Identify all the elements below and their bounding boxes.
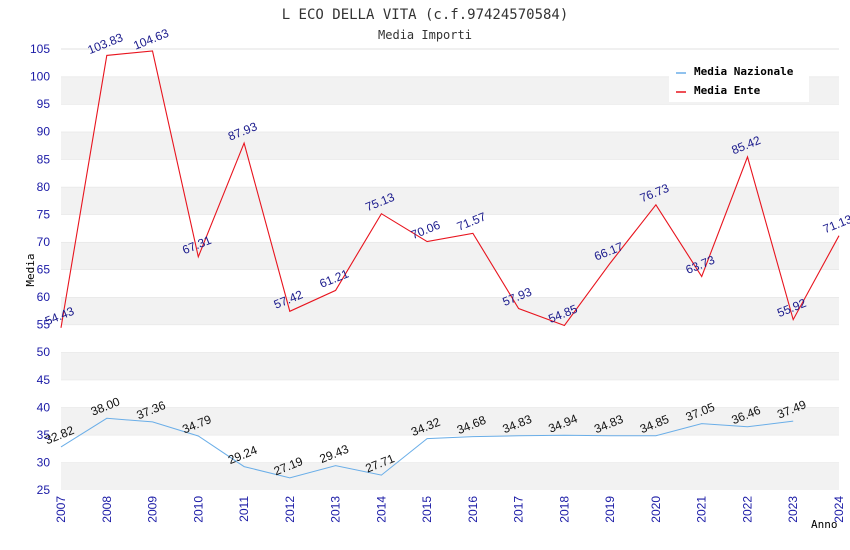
x-tick-label: 2023	[786, 496, 800, 523]
chart-title: L ECO DELLA VITA (c.f.97424570584)	[282, 7, 569, 23]
y-tick-label: 80	[37, 180, 51, 194]
x-tick-label: 2016	[466, 496, 480, 523]
y-tick-label: 75	[37, 207, 51, 221]
x-axis: 2007 2008 2009 2010 2011 2012 2013 2014 2015 2016…	[54, 496, 846, 523]
x-tick-label: 2024	[832, 496, 846, 523]
grid-band	[61, 186, 839, 215]
chart-subtitle: Media Importi	[378, 28, 472, 42]
x-tick-label: 2015	[420, 496, 434, 523]
grid-bands	[61, 48, 839, 490]
y-tick-label: 40	[37, 400, 51, 414]
grid-band	[61, 407, 839, 435]
x-tick-label: 2011	[237, 496, 251, 522]
x-tick-label: 2020	[649, 496, 663, 523]
x-axis-label: Anno	[811, 518, 838, 531]
grid-band	[61, 352, 839, 380]
y-tick-label: 105	[30, 42, 50, 56]
x-tick-label: 2008	[100, 496, 114, 523]
legend: Media Nazionale Media Ente	[669, 60, 809, 102]
x-tick-label: 2017	[512, 496, 526, 523]
grid-band	[61, 297, 839, 325]
y-tick-label: 35	[37, 428, 51, 442]
y-tick-label: 70	[37, 235, 51, 249]
y-tick-label: 60	[37, 290, 51, 304]
x-tick-label: 2021	[695, 496, 709, 523]
legend-label-media-ente: Media Ente	[694, 84, 761, 97]
y-axis: 25 30 35 40 45 50 55 60 65 70 75 80 85 90 95 100 105	[30, 42, 50, 497]
x-tick-label: 2013	[329, 496, 343, 523]
series-layer	[60, 50, 840, 479]
grid-band	[61, 462, 839, 490]
y-tick-label: 30	[37, 455, 51, 469]
y-tick-label: 65	[37, 263, 51, 277]
grid-band	[61, 269, 839, 298]
x-tick-label: 2022	[740, 496, 754, 523]
y-tick-label: 50	[37, 345, 51, 359]
x-tick-label: 2014	[374, 496, 388, 523]
grid-band	[61, 104, 839, 132]
legend-label-media-nazionale: Media Nazionale	[694, 65, 794, 78]
grid-band	[61, 241, 839, 270]
y-tick-label: 85	[37, 152, 51, 166]
series-line-media-ente	[60, 50, 840, 328]
series-line-media-nazionale	[60, 417, 794, 479]
x-tick-label: 2018	[557, 496, 571, 523]
x-tick-label: 2007	[54, 496, 68, 523]
y-tick-label: 55	[37, 318, 51, 332]
y-tick-label: 100	[30, 70, 50, 84]
x-tick-label: 2012	[283, 496, 297, 523]
x-tick-label: 2010	[191, 496, 205, 523]
y-tick-label: 90	[37, 125, 51, 139]
legend-background	[669, 60, 809, 102]
y-tick-label: 45	[37, 373, 51, 387]
grid-band	[61, 324, 839, 353]
grid-band	[61, 131, 839, 160]
x-tick-label: 2019	[603, 496, 617, 523]
grid-band	[61, 159, 839, 187]
y-tick-label: 25	[37, 483, 51, 497]
y-tick-label: 95	[37, 97, 51, 111]
grid-band	[61, 434, 839, 463]
x-tick-label: 2009	[146, 496, 160, 523]
grid-band	[61, 379, 839, 408]
y-axis-label: Media	[24, 253, 37, 286]
